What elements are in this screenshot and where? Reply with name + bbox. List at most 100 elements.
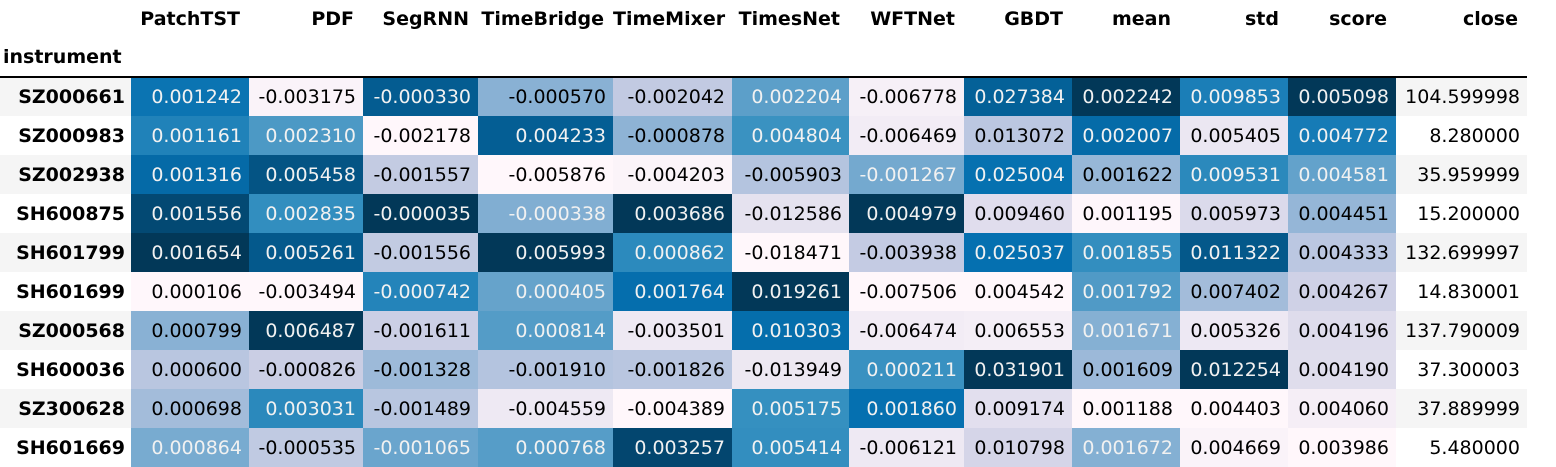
table-row: SH601669 0.000864 -0.000535 -0.001065 0.0007…: [0, 428, 1527, 467]
cell-wftnet: 0.000211: [849, 350, 964, 389]
cell-mean: 0.001672: [1072, 428, 1180, 467]
cell-close: 104.599998: [1396, 76, 1527, 116]
row-label-instrument: SH600875: [0, 194, 131, 233]
cell-segrnn: -0.001611: [363, 311, 478, 350]
cell-timebridge: 0.004233: [478, 116, 613, 155]
cell-timesnet: 0.002204: [732, 76, 849, 116]
cell-patchtst: 0.001316: [131, 155, 249, 194]
cell-timebridge: 0.000814: [478, 311, 613, 350]
cell-timebridge: 0.000768: [478, 428, 613, 467]
cell-patchtst: 0.001556: [131, 194, 249, 233]
cell-timemixer: 0.000862: [613, 233, 732, 272]
cell-close: 37.300003: [1396, 350, 1527, 389]
cell-segrnn: -0.001328: [363, 350, 478, 389]
cell-timebridge: 0.000405: [478, 272, 613, 311]
table-row: SH600036 0.000600 -0.000826 -0.001328 -0.001…: [0, 350, 1527, 389]
index-row-blank: [964, 38, 1072, 77]
cell-wftnet: 0.001860: [849, 389, 964, 428]
cell-mean: 0.001609: [1072, 350, 1180, 389]
index-row-blank: [478, 38, 613, 77]
column-header-timesnet: TimesNet: [738, 8, 840, 30]
cell-timesnet: 0.010303: [732, 311, 849, 350]
cell-pdf: 0.006487: [249, 311, 363, 350]
row-label-instrument: SZ000983: [0, 116, 131, 155]
cell-timemixer: 0.003686: [613, 194, 732, 233]
cell-std: 0.005973: [1180, 194, 1288, 233]
cell-patchtst: 0.000600: [131, 350, 249, 389]
cell-timesnet: -0.005903: [732, 155, 849, 194]
cell-score: 0.004060: [1288, 389, 1396, 428]
cell-score: 0.004196: [1288, 311, 1396, 350]
cell-close: 5.480000: [1396, 428, 1527, 467]
cell-close: 37.889999: [1396, 389, 1527, 428]
column-header-score: score: [1329, 8, 1387, 30]
cell-patchtst: 0.001242: [131, 76, 249, 116]
cell-patchtst: 0.001161: [131, 116, 249, 155]
cell-score: 0.005098: [1288, 76, 1396, 116]
cell-mean: 0.001855: [1072, 233, 1180, 272]
cell-std: 0.011322: [1180, 233, 1288, 272]
column-header-wftnet: WFTNet: [870, 8, 955, 30]
cell-score: 0.003986: [1288, 428, 1396, 467]
cell-segrnn: -0.000742: [363, 272, 478, 311]
cell-timesnet: 0.019261: [732, 272, 849, 311]
row-label-instrument: SH601799: [0, 233, 131, 272]
cell-gbdt: 0.031901: [964, 350, 1072, 389]
row-label-instrument: SH601699: [0, 272, 131, 311]
cell-std: 0.005326: [1180, 311, 1288, 350]
cell-pdf: 0.005261: [249, 233, 363, 272]
cell-gbdt: 0.025037: [964, 233, 1072, 272]
cell-timebridge: -0.000338: [478, 194, 613, 233]
cell-segrnn: -0.000035: [363, 194, 478, 233]
column-header-timemixer: TimeMixer: [613, 8, 726, 30]
cell-pdf: -0.003494: [249, 272, 363, 311]
cell-mean: 0.001792: [1072, 272, 1180, 311]
cell-wftnet: -0.006121: [849, 428, 964, 467]
cell-std: 0.004669: [1180, 428, 1288, 467]
index-row-blank: [1072, 38, 1180, 77]
row-label-instrument: SZ000661: [0, 76, 131, 116]
index-row-blank: [732, 38, 849, 77]
cell-wftnet: -0.006778: [849, 76, 964, 116]
cell-patchtst: 0.000698: [131, 389, 249, 428]
cell-std: 0.009531: [1180, 155, 1288, 194]
cell-patchtst: 0.000864: [131, 428, 249, 467]
column-header-timebridge: TimeBridge: [481, 8, 604, 30]
cell-wftnet: -0.007506: [849, 272, 964, 311]
cell-timemixer: -0.003501: [613, 311, 732, 350]
cell-pdf: -0.000826: [249, 350, 363, 389]
cell-segrnn: -0.001557: [363, 155, 478, 194]
table-row: SZ000568 0.000799 0.006487 -0.001611 0.00081…: [0, 311, 1527, 350]
row-label-instrument: SZ000568: [0, 311, 131, 350]
cell-patchtst: 0.000106: [131, 272, 249, 311]
cell-timesnet: -0.018471: [732, 233, 849, 272]
column-header-mean: mean: [1111, 8, 1171, 30]
cell-mean: 0.002242: [1072, 76, 1180, 116]
column-header-close: close: [1462, 8, 1518, 30]
cell-std: 0.004403: [1180, 389, 1288, 428]
row-label-instrument: SZ002938: [0, 155, 131, 194]
table-row: SH601699 0.000106 -0.003494 -0.000742 0.0004…: [0, 272, 1527, 311]
cell-timemixer: -0.004389: [613, 389, 732, 428]
cell-wftnet: -0.003938: [849, 233, 964, 272]
table-row: SZ300628 0.000698 0.003031 -0.001489 -0.0045…: [0, 389, 1527, 428]
cell-patchtst: 0.000799: [131, 311, 249, 350]
cell-pdf: 0.002835: [249, 194, 363, 233]
table-row: SH601799 0.001654 0.005261 -0.001556 0.00599…: [0, 233, 1527, 272]
column-header-std: std: [1245, 8, 1279, 30]
cell-segrnn: -0.002178: [363, 116, 478, 155]
index-row-blank: [613, 38, 732, 77]
cell-timemixer: -0.002042: [613, 76, 732, 116]
cell-mean: 0.001195: [1072, 194, 1180, 233]
cell-close: 8.280000: [1396, 116, 1527, 155]
table-row: SZ000661 0.001242 -0.003175 -0.000330 -0.000…: [0, 76, 1527, 116]
cell-mean: 0.002007: [1072, 116, 1180, 155]
cell-mean: 0.001622: [1072, 155, 1180, 194]
index-row-blank: [1288, 38, 1396, 77]
cell-score: 0.004581: [1288, 155, 1396, 194]
table-row: SZ000983 0.001161 0.002310 -0.002178 0.00423…: [0, 116, 1527, 155]
cell-timebridge: -0.000570: [478, 76, 613, 116]
cell-pdf: 0.005458: [249, 155, 363, 194]
table-row: SZ002938 0.001316 0.005458 -0.001557 -0.0058…: [0, 155, 1527, 194]
